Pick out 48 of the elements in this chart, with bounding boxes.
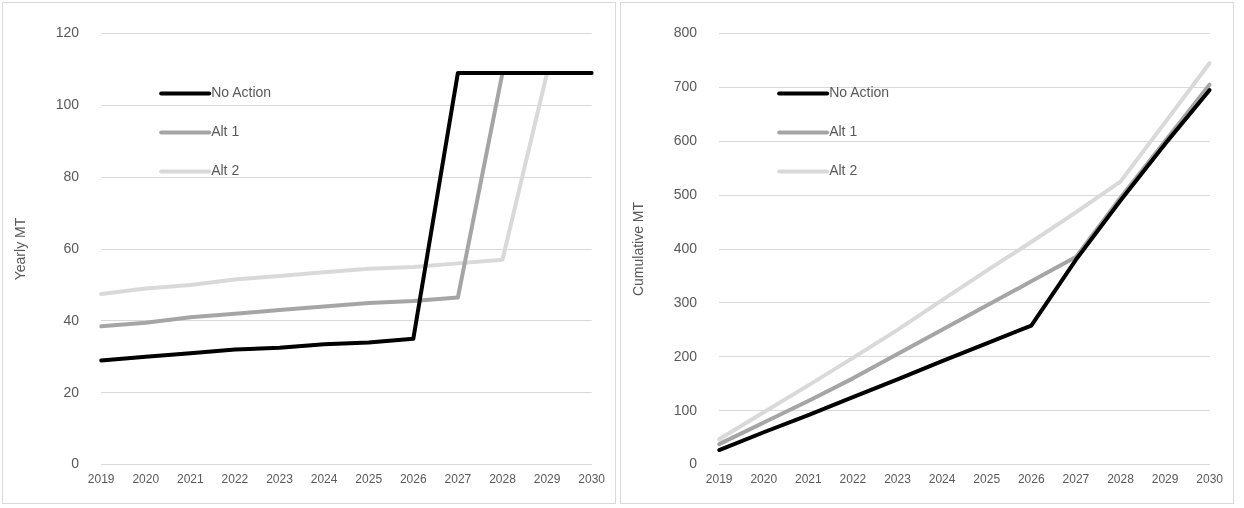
legend-label: Alt 2 <box>211 162 240 179</box>
y-axis-title: Yearly MT <box>12 217 29 281</box>
x-tick-label: 2021 <box>794 472 823 487</box>
y-tick-label: 120 <box>55 24 80 41</box>
x-tick-label: 2024 <box>310 472 338 487</box>
x-tick-label: 2029 <box>1151 472 1179 487</box>
y-tick-label: 20 <box>63 383 80 400</box>
legend-label: Alt 1 <box>829 123 858 140</box>
y-tick-label: 0 <box>71 455 80 472</box>
x-tick-label: 2020 <box>132 472 160 487</box>
y-tick-label: 800 <box>673 24 698 41</box>
x-tick-label: 2026 <box>1017 472 1045 487</box>
x-tick-label: 2023 <box>884 472 912 487</box>
y-tick-label: 300 <box>673 293 698 310</box>
x-tick-label: 2030 <box>1196 472 1224 487</box>
x-tick-label: 2027 <box>444 472 472 487</box>
x-tick-label: 2020 <box>750 472 778 487</box>
legend-label: No Action <box>211 84 272 101</box>
x-tick-label: 2019 <box>87 472 115 487</box>
y-tick-label: 700 <box>673 78 698 95</box>
x-tick-label: 2026 <box>399 472 427 487</box>
legend-label: No Action <box>829 84 890 101</box>
x-tick-label: 2024 <box>928 472 956 487</box>
x-tick-label: 2022 <box>839 472 867 487</box>
y-tick-label: 400 <box>673 239 698 256</box>
x-tick-label: 2030 <box>578 472 606 487</box>
y-tick-label: 80 <box>63 167 80 184</box>
y-tick-label: 100 <box>55 96 80 113</box>
x-tick-label: 2025 <box>355 472 383 487</box>
x-tick-label: 2022 <box>221 472 249 487</box>
y-tick-label: 40 <box>63 311 80 328</box>
y-tick-label: 0 <box>689 455 698 472</box>
y-tick-label: 60 <box>63 239 80 256</box>
x-tick-label: 2028 <box>1107 472 1135 487</box>
x-tick-label: 2019 <box>705 472 733 487</box>
x-tick-label: 2028 <box>489 472 517 487</box>
x-tick-label: 2023 <box>266 472 294 487</box>
x-tick-label: 2021 <box>176 472 205 487</box>
x-tick-label: 2025 <box>973 472 1001 487</box>
y-tick-label: 200 <box>673 347 698 364</box>
x-tick-label: 2027 <box>1062 472 1090 487</box>
x-tick-label: 2029 <box>533 472 561 487</box>
y-tick-label: 600 <box>673 132 698 149</box>
y-tick-label: 500 <box>673 185 698 202</box>
y-axis-title: Cumulative MT <box>630 201 647 297</box>
y-tick-label: 100 <box>673 401 698 418</box>
legend-label: Alt 1 <box>211 123 240 140</box>
legend-label: Alt 2 <box>829 162 858 179</box>
